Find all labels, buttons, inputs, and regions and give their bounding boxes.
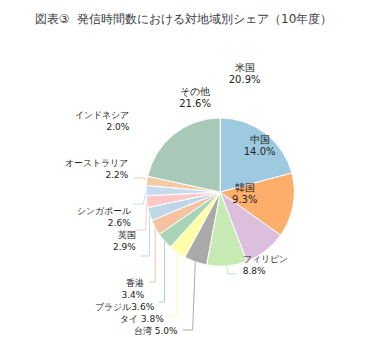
svg-text:図表③ 発信時間数における対地域別シェア（10年度）: 図表③ 発信時間数における対地域別シェア（10年度）: [35, 12, 333, 26]
svg-text:9.3%: 9.3%: [232, 194, 257, 205]
svg-text:20.9%: 20.9%: [229, 74, 261, 85]
svg-text:台湾 5.0%: 台湾 5.0%: [134, 326, 178, 336]
svg-text:ブラジル3.6%: ブラジル3.6%: [95, 302, 154, 312]
svg-text:その他: その他: [180, 86, 210, 97]
svg-text:タイ 3.8%: タイ 3.8%: [120, 314, 164, 324]
svg-text:オーストラリア: オーストラリア: [65, 158, 128, 168]
svg-text:米国: 米国: [235, 62, 255, 73]
svg-text:韓国: 韓国: [235, 182, 255, 193]
svg-text:インドネシア: インドネシア: [75, 110, 129, 120]
svg-text:8.8%: 8.8%: [243, 266, 266, 276]
svg-text:2.6%: 2.6%: [108, 218, 131, 228]
svg-text:英国: 英国: [118, 230, 136, 240]
svg-text:2.0%: 2.0%: [106, 122, 129, 132]
svg-text:香港: 香港: [126, 278, 144, 288]
svg-text:シンガポール: シンガポール: [77, 206, 131, 216]
svg-text:フィリピン: フィリピン: [243, 254, 288, 264]
svg-text:中国: 中国: [250, 134, 270, 145]
svg-text:3.4%: 3.4%: [122, 290, 145, 300]
svg-text:2.9%: 2.9%: [113, 242, 136, 252]
svg-text:21.6%: 21.6%: [179, 98, 211, 109]
svg-text:14.0%: 14.0%: [244, 146, 276, 157]
svg-text:2.2%: 2.2%: [105, 170, 128, 180]
